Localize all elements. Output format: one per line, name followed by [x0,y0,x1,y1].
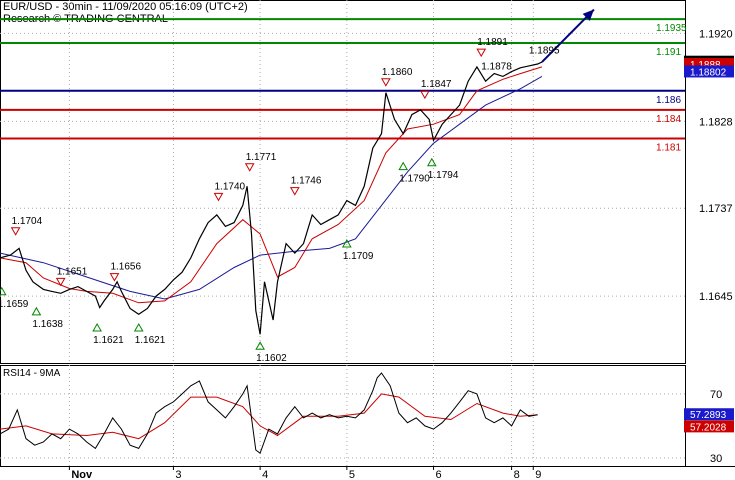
up-triangle-marker [255,341,265,350]
up-triangle-marker [31,306,42,316]
down-triangle-marker [476,48,487,58]
annotation-label: 1.1621 [93,335,124,346]
up-triangle-marker [398,161,409,171]
level-label: 1.1935 [656,23,687,34]
rsi-tick-label: 30 [710,453,722,465]
time-tick-label: 5 [349,469,355,480]
last-price-tag [684,65,734,78]
annotation-label: 1.1638 [32,319,63,330]
time-tick-label: 4 [262,469,268,480]
up-triangle-marker [0,286,7,296]
price-tick-label: 1.1920 [699,28,733,40]
annotation-label: 1.1621 [135,335,166,346]
price-series [0,8,595,335]
rsi-value-tag [684,408,734,421]
annotation-label: 1.1656 [110,262,141,273]
chart-frames [0,0,735,467]
up-triangle-marker [92,323,102,332]
down-triangle-marker [244,163,255,172]
annotation-label: 1.1891 [477,37,508,48]
rsi-value-tag [684,420,734,433]
rsi-value-label: 57.2028 [690,422,727,433]
rsi-panel-title: RSI14 - 9MA [3,368,61,379]
annotation-label: 1.1602 [256,353,287,364]
rsi-tick-label: 70 [710,389,722,401]
down-triangle-marker [213,192,224,202]
annotation-label: 1.1704 [12,216,43,227]
annotation-label: 1.1895 [529,45,560,56]
annotation-label: 1.1847 [421,79,452,90]
level-label: 1.186 [656,95,681,106]
axis-labels: 1.1920 1.1828 1.1737 1.1645 70 30 Nov 3 4 5 6 8 9 1.1… [68,28,734,480]
time-tick-label: 8 [514,469,520,480]
price-panel-frame [0,0,686,364]
up-triangle-marker [341,238,352,248]
slow-ma-line [0,75,543,300]
annotation-label: 1.1790 [399,174,430,185]
time-tick-label: Nov [71,469,93,480]
rsi-ma-line [0,393,538,440]
up-triangle-marker [426,157,437,167]
level-label: 1.184 [656,114,681,125]
annotation-label: 1.1878 [481,62,512,73]
target-arrow-shaft [541,8,595,63]
price-tick-label: 1.1737 [699,203,733,215]
level-label: 1.181 [656,143,681,154]
price-tick-label: 1.1828 [699,116,733,128]
annotation-label: 1.1709 [343,251,374,262]
rsi-line [0,372,538,455]
chart-title: EUR/USD - 30min - 11/09/2020 05:16:09 (U… [3,1,248,13]
down-triangle-marker [420,90,430,100]
annotation-label: 1.1651 [57,266,88,277]
down-triangle-marker [109,273,120,282]
level-label: 1.191 [656,47,681,58]
annotation-label: 1.1794 [428,170,459,181]
down-triangle-marker [55,277,66,287]
up-triangle-marker [133,323,144,332]
price-tick-label: 1.1645 [699,291,733,303]
grid-lines [0,0,685,466]
target-arrow-head [582,9,594,21]
last-price-label: 1.18802 [690,67,727,78]
annotation-label: 1.1771 [246,152,277,163]
price-line [0,61,543,335]
down-triangle-marker [289,187,300,196]
time-tick-label: 9 [535,469,541,480]
annotation-label: 1.1746 [291,176,322,187]
down-triangle-marker [10,227,21,236]
key-levels: 1.1935 1.191 1.186 1.184 1.181 [0,18,687,154]
time-tick-label: 6 [436,469,442,480]
annotation-label: 1.1860 [382,67,413,78]
time-tick-label: 3 [175,469,181,480]
annotation-label: 1.1740 [215,181,246,192]
down-triangle-marker [380,78,391,87]
annotation-label: 1.1659 [0,299,29,310]
rsi-value-label: 57.2893 [690,410,727,421]
